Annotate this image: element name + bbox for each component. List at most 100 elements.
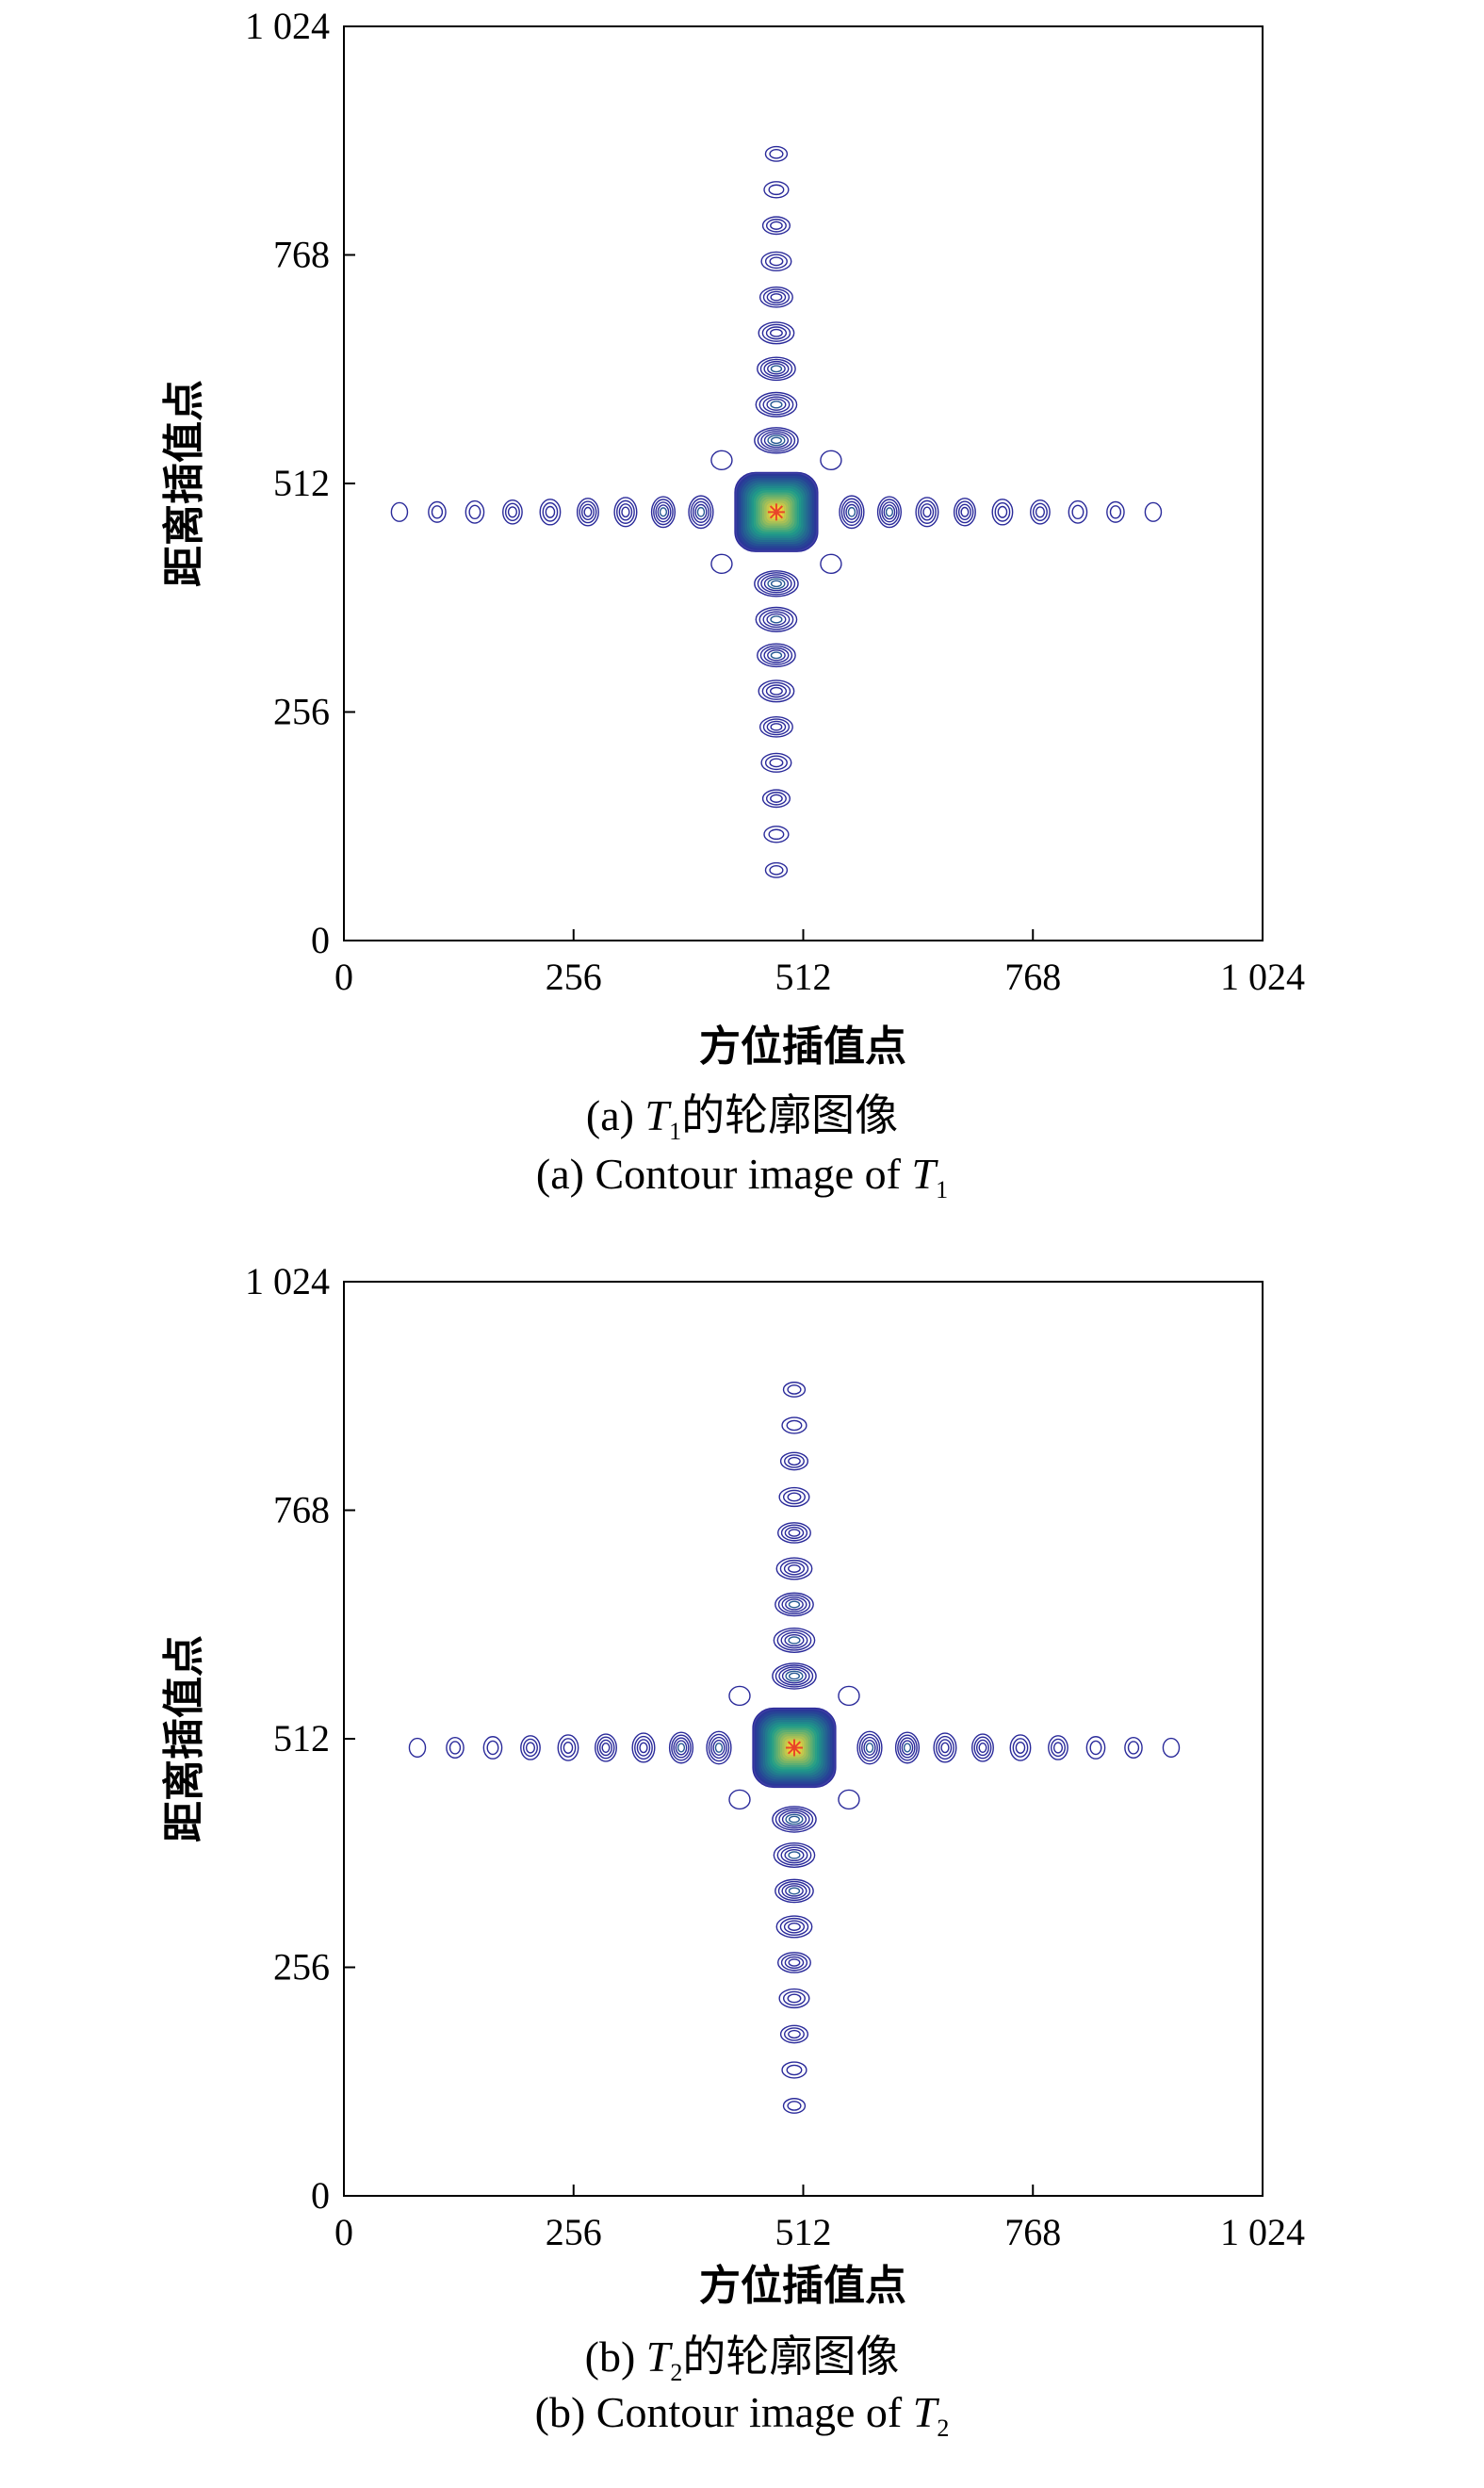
x-tick-label: 0 bbox=[334, 956, 353, 998]
contour-line bbox=[997, 505, 1008, 518]
contour-line bbox=[767, 578, 786, 590]
x-tick-label: 768 bbox=[1004, 2211, 1061, 2253]
contour-line bbox=[1071, 504, 1084, 520]
contour-line bbox=[788, 1958, 801, 1967]
contour-line bbox=[978, 1742, 987, 1753]
contour-line bbox=[758, 394, 794, 416]
contour-line bbox=[991, 499, 1014, 526]
y-tick-label: 256 bbox=[273, 1946, 330, 1989]
contour-line bbox=[879, 499, 900, 526]
x-tick-label: 768 bbox=[1004, 956, 1061, 998]
contour-line bbox=[778, 1486, 810, 1508]
contour-line bbox=[769, 328, 783, 337]
contour-line bbox=[710, 450, 733, 471]
contour-line bbox=[1035, 506, 1045, 518]
contour-line bbox=[770, 580, 782, 588]
contour-line bbox=[668, 1731, 694, 1764]
contour-line bbox=[631, 1732, 656, 1763]
contour-line bbox=[696, 506, 706, 517]
contour-line bbox=[759, 645, 793, 665]
contour-line bbox=[780, 1631, 808, 1649]
contour-line bbox=[1144, 501, 1163, 522]
contour-line bbox=[788, 1529, 801, 1537]
contour-line bbox=[781, 1416, 807, 1434]
y-tick-label: 512 bbox=[273, 1717, 330, 1760]
contour-line bbox=[1030, 499, 1051, 525]
contour-line bbox=[767, 649, 786, 662]
contour-line bbox=[786, 1419, 803, 1432]
contour-line bbox=[507, 506, 517, 518]
contour-line bbox=[502, 499, 523, 525]
contour-line bbox=[770, 436, 782, 445]
contour-line bbox=[763, 647, 790, 663]
contour-line bbox=[777, 1880, 811, 1902]
contour-line bbox=[838, 1685, 860, 1707]
contour-line bbox=[762, 611, 791, 629]
contour-line bbox=[897, 1734, 918, 1761]
contour-line bbox=[446, 1736, 465, 1759]
contour-line bbox=[431, 505, 444, 519]
contour-line bbox=[788, 1922, 801, 1931]
contour-line bbox=[755, 606, 798, 632]
contour-line bbox=[763, 181, 790, 199]
contour-line bbox=[757, 429, 796, 452]
contour-line bbox=[861, 1736, 878, 1760]
contour-line bbox=[761, 789, 791, 809]
contour-line bbox=[766, 398, 787, 411]
contour-line bbox=[616, 499, 635, 524]
contour-line bbox=[766, 720, 787, 733]
contour-line bbox=[673, 1737, 690, 1759]
contour-line bbox=[781, 1883, 807, 1899]
contour-line bbox=[766, 290, 787, 303]
contour-line bbox=[976, 1739, 989, 1757]
contour-line bbox=[922, 506, 932, 518]
contour-line bbox=[428, 500, 447, 523]
contour-line bbox=[883, 504, 896, 520]
contour-line bbox=[448, 1741, 462, 1755]
contour-line bbox=[762, 718, 791, 736]
contour-line bbox=[901, 1740, 914, 1756]
contour-line bbox=[784, 1956, 805, 1970]
contour-line bbox=[782, 1382, 807, 1398]
x-tick-label: 1 024 bbox=[1220, 2211, 1305, 2253]
contour-line bbox=[758, 609, 794, 630]
contour-line bbox=[763, 360, 790, 377]
contour-line bbox=[785, 1885, 804, 1897]
contour-line bbox=[583, 506, 593, 517]
contour-line bbox=[557, 1734, 579, 1761]
contour-line bbox=[659, 507, 668, 517]
contour-line bbox=[595, 1733, 617, 1762]
contour-line bbox=[465, 499, 485, 524]
contour-line bbox=[843, 500, 860, 523]
contour-line bbox=[784, 1454, 805, 1468]
contour-line bbox=[1012, 1738, 1029, 1758]
contour-line bbox=[770, 221, 783, 230]
contour-line bbox=[599, 1739, 612, 1757]
contour-line bbox=[758, 679, 795, 703]
contour-line bbox=[653, 499, 674, 526]
contour-line bbox=[788, 1851, 801, 1859]
contour-line bbox=[775, 1557, 813, 1580]
y-tick-label: 0 bbox=[311, 919, 330, 961]
contour-line bbox=[1085, 1736, 1106, 1760]
contour-line bbox=[760, 251, 792, 271]
contour-line bbox=[783, 1920, 806, 1934]
contour-line bbox=[788, 2029, 801, 2039]
y-tick-label: 1 024 bbox=[245, 1260, 330, 1302]
contour-line bbox=[580, 503, 595, 521]
contour-line bbox=[655, 501, 672, 523]
contour-line bbox=[933, 1732, 957, 1763]
contour-line bbox=[787, 1993, 802, 2004]
contour-line bbox=[775, 1592, 814, 1617]
contour-line bbox=[770, 401, 783, 409]
contour-line bbox=[525, 1742, 536, 1754]
contour-line bbox=[773, 1627, 816, 1653]
contour-line bbox=[784, 2027, 805, 2041]
contour-line bbox=[787, 2101, 802, 2111]
contour-line bbox=[1106, 500, 1125, 523]
contour-line bbox=[865, 1743, 874, 1753]
contour-line bbox=[784, 1526, 805, 1540]
x-axis-title: 方位插值点 bbox=[699, 2262, 906, 2310]
contour-line bbox=[918, 499, 937, 524]
contour-line bbox=[770, 293, 783, 302]
